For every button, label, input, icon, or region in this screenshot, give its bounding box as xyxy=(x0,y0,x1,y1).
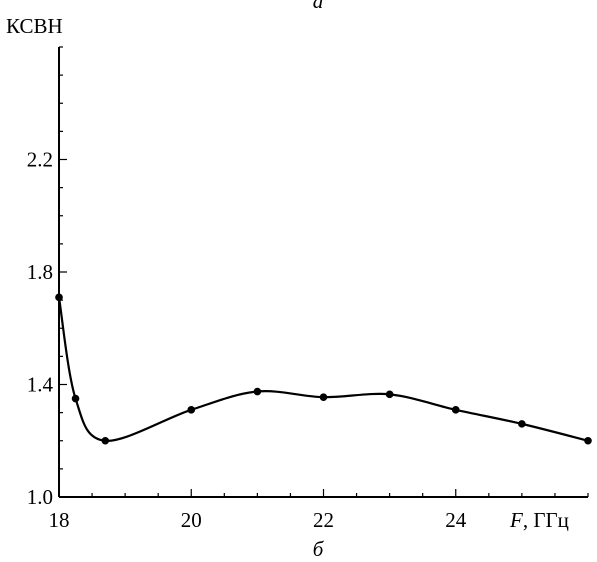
data-point xyxy=(518,420,526,428)
data-point xyxy=(451,406,460,414)
data-point xyxy=(319,393,328,401)
bottom-caption: б xyxy=(313,537,325,561)
x-axis-variable: F xyxy=(509,508,523,532)
tick-labels: 1.0 1.4 1.8 2.2 18 20 22 24 xyxy=(27,148,467,533)
x-tick-label: 18 xyxy=(49,508,70,532)
x-tick-label: 22 xyxy=(313,508,334,532)
data-point xyxy=(187,406,196,414)
tick-marks xyxy=(58,46,589,498)
y-tick-label: 1.8 xyxy=(27,260,53,284)
top-caption: а xyxy=(313,0,324,13)
y-tick-label: 2.2 xyxy=(27,148,53,172)
x-axis-label: F, ГГц xyxy=(509,508,569,532)
y-axis-label: КСВН xyxy=(6,14,63,38)
data-point xyxy=(385,390,394,399)
data-point xyxy=(71,394,80,403)
data-series xyxy=(55,293,592,445)
plot-axes xyxy=(58,47,588,498)
data-point xyxy=(101,436,110,445)
data-point xyxy=(253,387,262,396)
x-tick-label: 20 xyxy=(181,508,202,532)
y-tick-label: 1.4 xyxy=(27,373,54,397)
x-tick-label: 24 xyxy=(445,508,467,532)
data-point xyxy=(55,293,63,302)
series-line xyxy=(57,297,589,442)
x-axis-unit: , ГГц xyxy=(523,508,569,532)
y-tick-label: 1.0 xyxy=(27,485,53,509)
data-point xyxy=(584,436,592,445)
